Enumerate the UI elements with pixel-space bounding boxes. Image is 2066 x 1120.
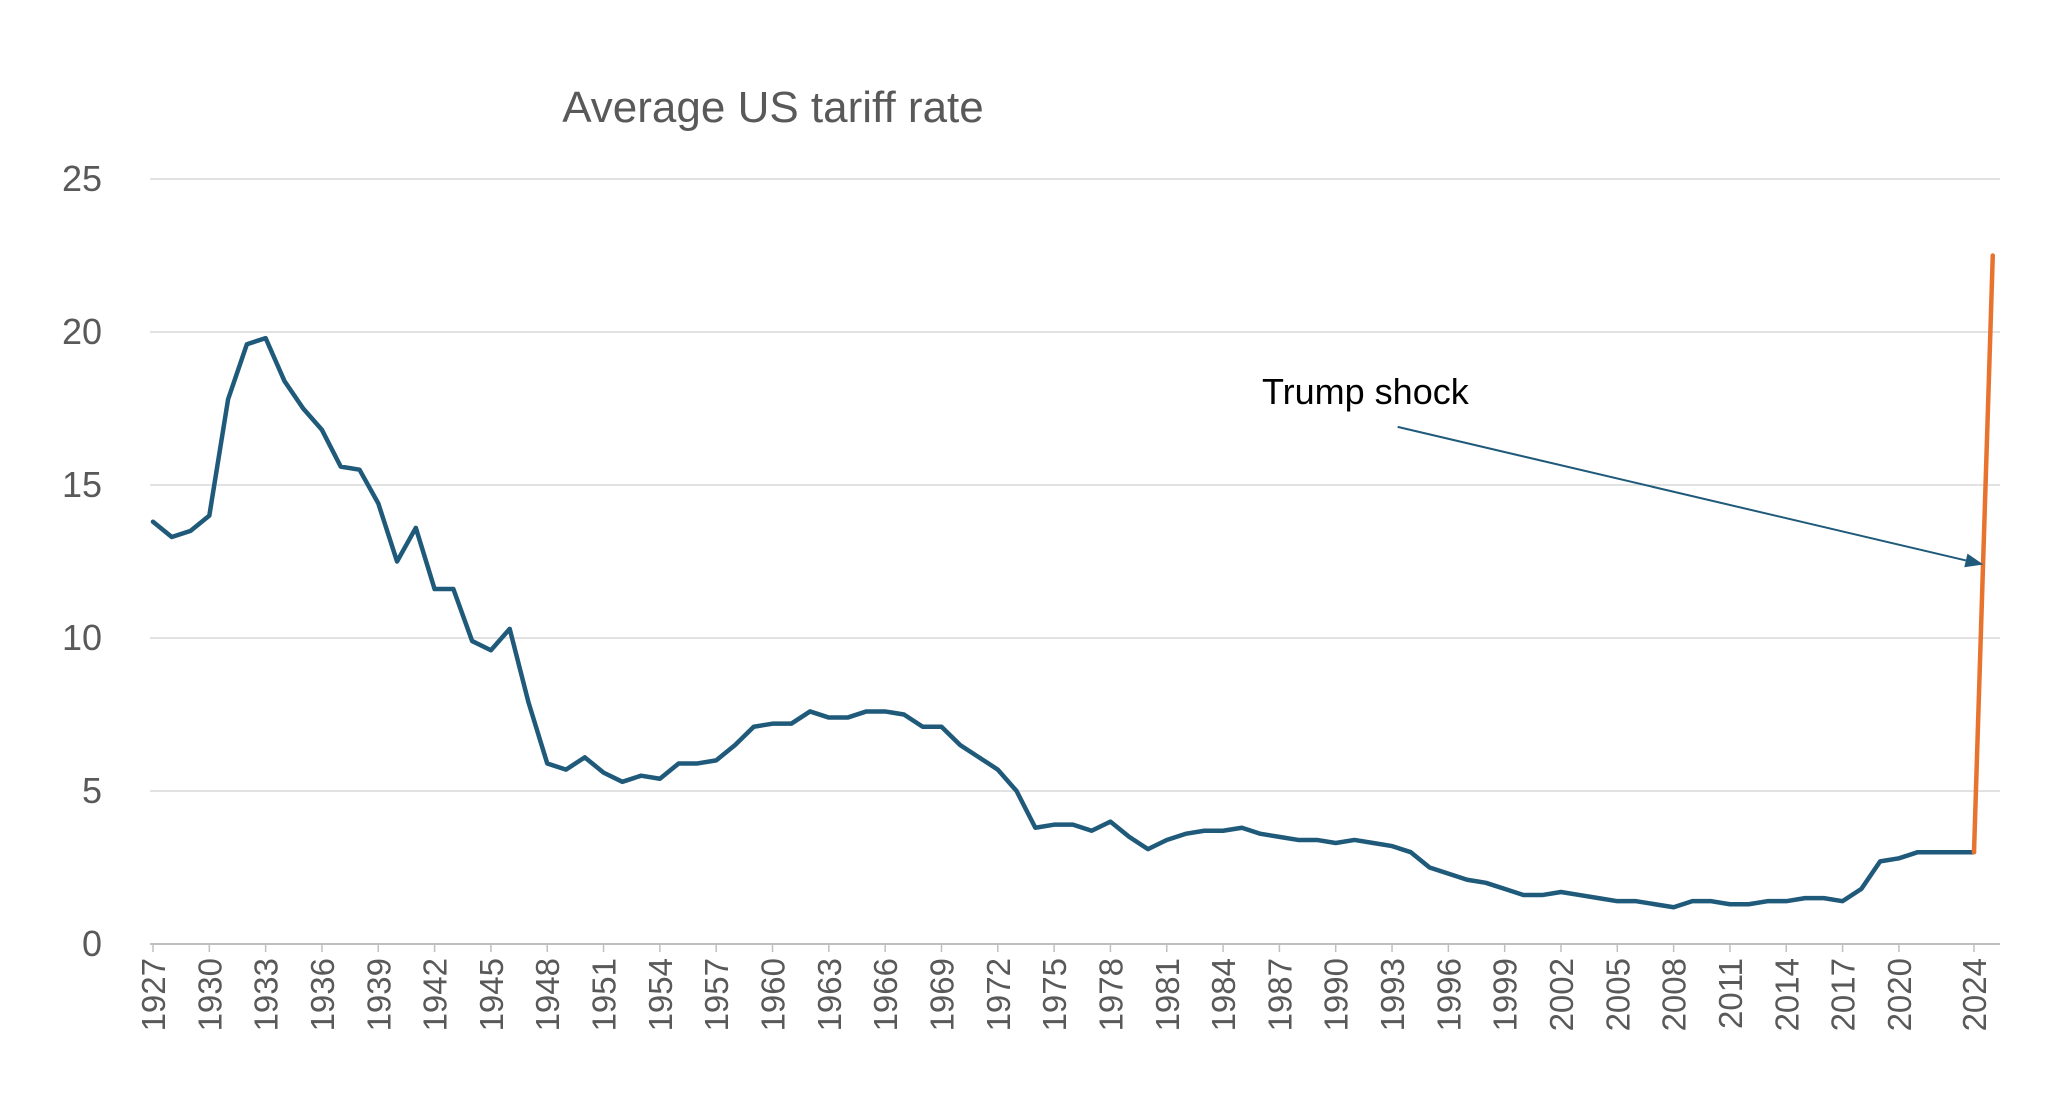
x-tick-label: 1966 [867,958,904,1031]
y-tick-label: 5 [82,770,102,811]
annotation-trump-shock: Trump shock [1262,371,1470,412]
y-tick-label: 10 [62,617,102,658]
x-tick-label: 1939 [360,958,397,1031]
x-tick-label: 1987 [1261,958,1298,1031]
x-tick-label: 1930 [191,958,228,1031]
series-line-tariff-rate [150,335,1977,910]
x-tick-label: 1945 [473,958,510,1031]
x-tick-label: 1972 [980,958,1017,1031]
y-tick-label: 20 [62,311,102,352]
series-line-trump-shock [1971,253,1996,855]
chart-title: Average US tariff rate [562,83,983,132]
x-tick-label: 1963 [811,958,848,1031]
x-tick-label: 1954 [642,958,679,1031]
y-tick-label: 25 [62,158,102,199]
x-tick-label: 1927 [135,958,172,1031]
x-tick-label: 1990 [1318,958,1355,1031]
x-tick-label: 1996 [1430,958,1467,1031]
y-tick-label: 15 [62,464,102,505]
x-tick-label: 1981 [1149,958,1186,1031]
x-tick-label: 1936 [304,958,341,1031]
series-layer [150,253,1996,910]
x-tick-label: 2002 [1543,958,1580,1031]
x-tick-label: 2014 [1768,958,1805,1031]
x-tick-label: 2011 [1712,958,1749,1029]
x-tick-label: 1957 [698,958,735,1031]
x-tick-label: 2024 [1956,958,1993,1031]
x-tick-label: 1999 [1487,958,1524,1031]
y-axis-ticks: 0 5 10 15 20 25 [62,158,102,964]
x-tick-label: 1942 [417,958,454,1031]
x-tick-label: 2005 [1599,958,1636,1031]
x-tick-label: 2008 [1656,958,1693,1031]
x-tick-label: 1933 [248,958,285,1031]
annotation-arrowhead [1964,553,1984,568]
x-tick-label: 2020 [1881,958,1918,1031]
x-tick-label: 1960 [755,958,792,1031]
y-tick-label: 0 [82,923,102,964]
gridlines [150,178,2000,945]
annotation-layer: Trump shock [1262,371,1984,568]
x-tick-label: 1975 [1036,958,1073,1031]
x-tick-label: 1984 [1205,958,1242,1031]
x-tick-label: 1978 [1092,958,1129,1031]
x-tick-label: 2017 [1825,958,1862,1031]
x-tick-label: 1969 [923,958,960,1031]
x-tick-label: 1993 [1374,958,1411,1031]
x-axis-ticks: 1927 1930 1933 1936 1939 1942 1945 1948 1951 1954… [135,944,1993,1031]
annotation-arrow [1397,425,1967,562]
x-tick-label: 1951 [586,958,623,1031]
x-tick-label: 1948 [529,958,566,1031]
